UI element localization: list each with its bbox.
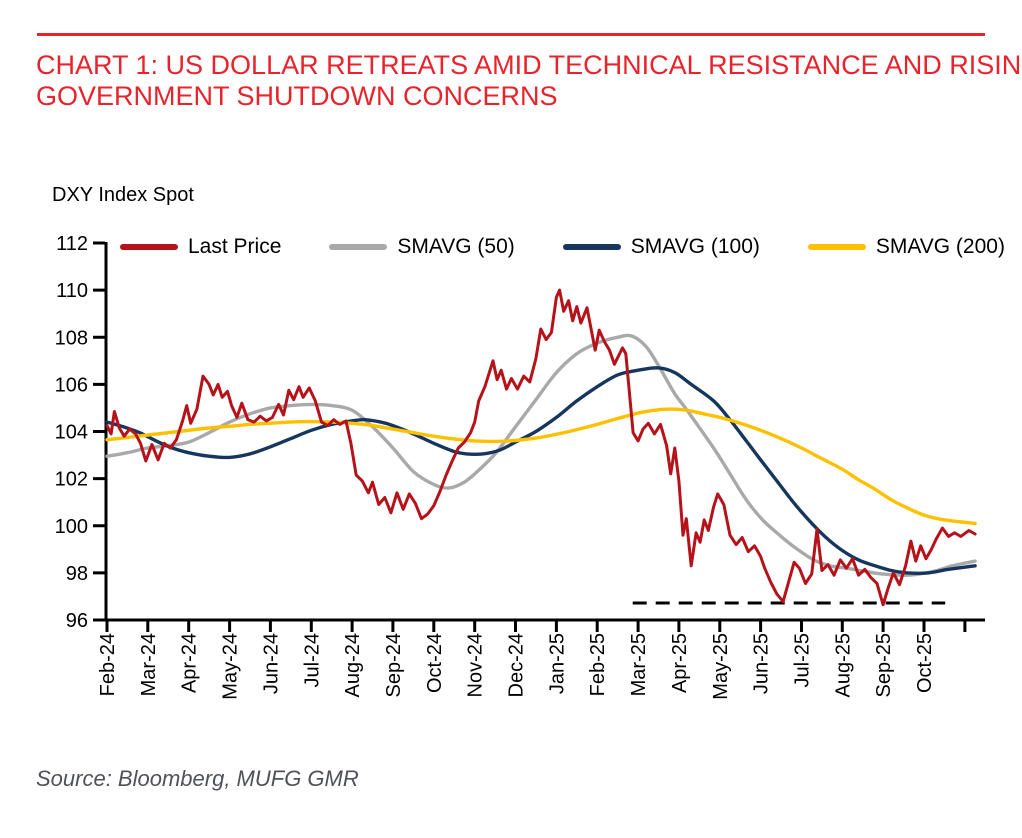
legend-label-smavg-100: SMAVG (100) (630, 235, 760, 258)
legend-item-smavg-50: SMAVG (50) (329, 235, 515, 259)
series-smavg-50 (105, 333, 977, 577)
legend-label-smavg-200: SMAVG (200) (875, 235, 1005, 258)
y-tick-label: 110 (56, 280, 88, 302)
x-tick-label: Apr-25 (669, 633, 691, 693)
legend-item-smavg-200: SMAVG (200) (807, 235, 1005, 259)
x-tick-label: May-24 (220, 633, 242, 700)
x-tick-label: Nov-24 (465, 633, 487, 697)
x-tick-label: Sep-25 (873, 633, 895, 698)
legend-item-last-price: Last Price (120, 235, 281, 259)
x-tick-label: Jun-25 (751, 633, 773, 694)
x-tick-label: Mar-24 (138, 633, 160, 696)
x-tick-label: Sep-24 (383, 633, 405, 698)
x-tick-label: Feb-24 (97, 633, 119, 696)
y-tick-label: 112 (56, 233, 88, 255)
chart-heading-line2: GOVERNMENT SHUTDOWN CONCERNS (36, 81, 558, 111)
series-last-price (105, 288, 977, 607)
legend-swatch-smavg-100 (562, 244, 621, 250)
y-tick-label: 100 (55, 516, 88, 538)
y-tick-label: 102 (55, 469, 88, 491)
legend-item-smavg-100: SMAVG (100) (562, 235, 760, 259)
x-tick-label: Apr-24 (179, 633, 201, 693)
x-tick-label: Jun-24 (260, 633, 282, 694)
x-tick-label: Jul-24 (301, 633, 323, 687)
y-axis-title: DXY Index Spot (52, 184, 194, 206)
source-note: Source: Bloomberg, MUFG GMR (36, 766, 359, 791)
x-tick-label: Mar-25 (628, 633, 650, 696)
series-smavg-200 (105, 407, 977, 526)
x-tick-label: Oct-24 (424, 633, 446, 693)
x-tick-label: Jan-25 (546, 633, 568, 694)
y-tick-label: 108 (55, 327, 88, 349)
y-tick-label: 98 (66, 563, 88, 585)
legend-label-last-price: Last Price (188, 235, 282, 258)
x-tick-label: May-25 (710, 633, 732, 700)
x-axis: Feb-24 Mar-24 Apr-24 May-24 Jun-24 Jul-24 Aug-… (97, 618, 985, 700)
x-tick-label: Aug-24 (342, 633, 364, 698)
y-tick-label: 106 (55, 374, 88, 396)
chart-legend: Last Price SMAVG (50) SMAVG (100) SMAVG (20… (120, 235, 1005, 259)
x-tick-label: Dec-24 (506, 633, 528, 697)
legend-swatch-smavg-200 (807, 244, 866, 250)
x-tick-label: Jul-25 (792, 633, 814, 687)
x-tick-label: Feb-25 (587, 633, 609, 696)
y-tick-label: 104 (55, 422, 88, 444)
legend-swatch-smavg-50 (329, 244, 388, 250)
chart-heading-line1: CHART 1: US DOLLAR RETREATS AMID TECHNIC… (36, 50, 1022, 80)
x-tick-label: Oct-25 (914, 633, 936, 693)
legend-label-smavg-50: SMAVG (50) (397, 235, 515, 258)
y-axis: 96 98 100 102 104 106 108 110 112 (55, 233, 108, 632)
x-tick-label: Aug-25 (832, 633, 854, 698)
series-smavg-100 (105, 366, 977, 575)
chart-heading: CHART 1: US DOLLAR RETREATS AMID TECHNIC… (36, 50, 1022, 112)
y-tick-label: 96 (66, 610, 88, 632)
dxy-line-chart: 96 98 100 102 104 106 108 110 112 Feb-24 Mar-24 Apr… (55, 233, 985, 700)
top-rule (37, 33, 985, 36)
legend-swatch-last-price (120, 244, 178, 250)
